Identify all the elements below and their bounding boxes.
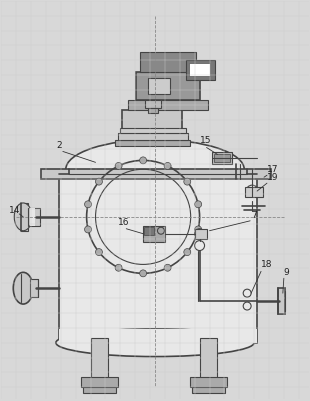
Bar — [148, 109, 158, 113]
Circle shape — [195, 201, 202, 208]
Ellipse shape — [66, 140, 244, 200]
Text: 19: 19 — [267, 173, 278, 182]
Bar — [136, 73, 200, 101]
Bar — [189, 64, 210, 77]
Circle shape — [140, 270, 147, 277]
Circle shape — [85, 201, 91, 208]
Bar — [200, 338, 217, 387]
Bar — [118, 133, 188, 140]
Bar — [122, 111, 182, 140]
Text: 18: 18 — [261, 260, 272, 269]
Text: 14: 14 — [9, 205, 21, 215]
Text: 7: 7 — [251, 210, 257, 219]
Text: 9: 9 — [284, 267, 290, 277]
Bar — [59, 329, 257, 343]
Circle shape — [164, 163, 171, 170]
Text: 16: 16 — [118, 217, 130, 226]
Ellipse shape — [13, 273, 33, 304]
Circle shape — [95, 179, 102, 186]
Bar — [69, 170, 247, 175]
Bar — [215, 155, 230, 163]
Bar — [212, 153, 232, 165]
Text: 17: 17 — [267, 165, 278, 174]
Circle shape — [195, 227, 202, 233]
Bar — [41, 170, 271, 180]
Circle shape — [95, 249, 102, 256]
Bar — [245, 188, 263, 198]
Bar — [81, 377, 118, 387]
Circle shape — [85, 227, 91, 233]
Bar — [190, 377, 227, 387]
Bar — [120, 128, 186, 133]
Bar — [59, 175, 257, 343]
Bar — [192, 387, 225, 393]
Circle shape — [184, 179, 191, 186]
Circle shape — [115, 163, 122, 170]
Bar — [115, 140, 190, 147]
Bar — [83, 387, 116, 393]
Bar — [145, 101, 161, 109]
Bar — [30, 209, 35, 226]
Bar — [195, 229, 206, 239]
Bar — [91, 338, 108, 387]
Bar — [21, 203, 28, 231]
Circle shape — [115, 265, 122, 271]
Circle shape — [184, 249, 191, 256]
Ellipse shape — [56, 329, 254, 357]
Bar — [30, 279, 38, 298]
Bar — [278, 288, 285, 314]
Ellipse shape — [14, 203, 32, 231]
Bar — [148, 79, 170, 95]
Text: 15: 15 — [200, 135, 211, 144]
Circle shape — [140, 158, 147, 164]
Bar — [143, 226, 165, 242]
Bar — [28, 209, 40, 226]
Bar — [144, 227, 154, 235]
Circle shape — [164, 265, 171, 271]
Text: 2: 2 — [56, 141, 61, 150]
Bar — [140, 53, 196, 73]
Bar — [186, 61, 215, 81]
Bar — [128, 101, 207, 111]
